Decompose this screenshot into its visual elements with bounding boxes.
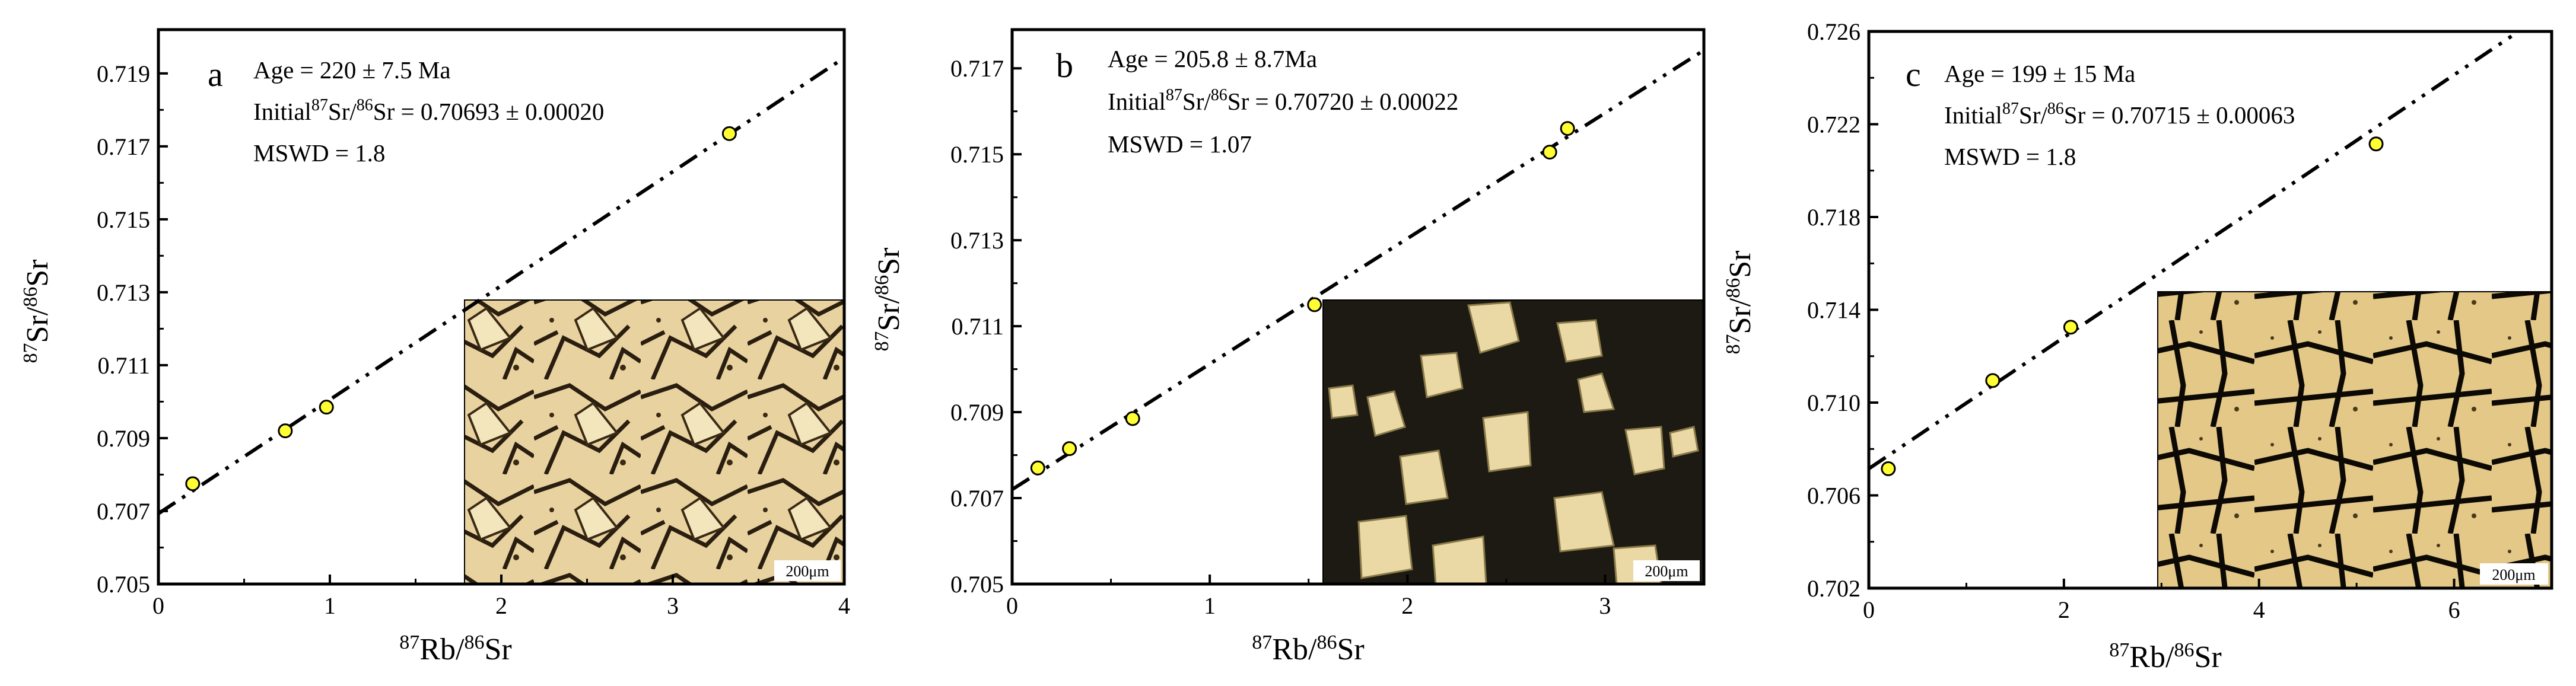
panel-b-scale-label: 200μm [1645,563,1688,580]
panel-a-x-tick-label: 4 [838,592,850,619]
panel-c-y-tick-label: 0.726 [1807,18,1861,45]
panel-c-x-tick-label: 4 [2253,596,2265,623]
panel-a-y-tick-label: 0.715 [97,206,150,233]
panel-a-y-axis-label: 87Sr/86Sr [20,260,55,363]
panel-c-initial-label: Initial87Sr/86Sr = 0.70715 ± 0.00063 [1944,100,2295,129]
panel-b-y-tick-label: 0.705 [950,571,1004,598]
panel-c-y-tick-label: 0.706 [1807,483,1861,509]
panel-b-x-tick-label: 0 [1006,592,1018,619]
panel-a-data-point [721,126,737,141]
panel-c-mswd-label: MSWD = 1.8 [1944,143,2076,170]
panel-c-inset-photo: 200μm [2157,291,2552,589]
panel-b-x-tick-label: 3 [1599,592,1611,619]
panel-c-x-tick-label: 2 [2058,596,2070,623]
panel-b-y-tick-label: 0.715 [950,141,1004,168]
panel-b-data-point [1307,297,1322,312]
panel-b-data-point [1125,411,1140,426]
panel-c-y-tick-label: 0.722 [1807,111,1861,138]
panel-b-data-point [1542,145,1557,160]
panel-a-data-point [185,476,201,492]
panel-a-y-tick-label: 0.709 [97,425,150,452]
panel-b-mswd-label: MSWD = 1.07 [1108,130,1252,158]
panel-b: 200μm 0.705 0.707 0.709 0.711 0.713 0.715 0.71… [871,28,1706,666]
panel-c: 200μm 0.702 0.706 0.710 0.714 0.718 0.722 0.72… [1722,18,2553,674]
panel-c-x-tick-label: 0 [1863,596,1875,623]
panel-b-data-point [1560,121,1575,136]
panel-c-plot: 0.702 0.706 0.710 0.714 0.718 0.722 0.726 0 2 4 6 [1807,18,2553,623]
panel-c-data-point [1881,461,1896,477]
panel-b-y-tick-label: 0.713 [950,227,1004,254]
panel-a-age-label: Age = 220 ± 7.5 Ma [253,56,451,84]
panel-a-y-tick-label: 0.717 [97,133,150,160]
panel-a-data-point [319,400,334,415]
panel-c-y-tick-label: 0.702 [1807,575,1861,602]
panel-c-letter: c [1906,55,1921,94]
panel-b-letter: b [1056,46,1073,85]
panel-b-data-point [1030,460,1045,476]
panel-b-inset-photo: 200μm [1322,299,1704,586]
panel-a-y-tick-label: 0.719 [97,60,150,87]
panel-c-y-axis-label: 87Sr/86Sr [1722,251,1757,355]
panel-c-x-tick-label: 6 [2448,596,2460,623]
panel-a-y-tick-label: 0.713 [97,279,150,306]
panel-a-x-tick-label: 3 [667,592,679,619]
panel-b-plot: 0.705 0.707 0.709 0.711 0.713 0.715 0.717 0 1 2 3 [950,28,1706,619]
panel-b-y-tick-label: 0.707 [950,485,1004,512]
panel-a-y-tick-label: 0.711 [97,352,150,379]
panel-a-x-axis-label: 87Rb/86Sr [399,631,511,666]
panel-b-x-tick-label: 1 [1204,592,1216,619]
panel-a-data-point [278,423,293,439]
panel-a-mswd-label: MSWD = 1.8 [253,139,385,167]
panel-c-data-point [1985,373,2001,388]
panel-a-letter: a [208,55,223,94]
panel-b-y-tick-label: 0.709 [950,399,1004,426]
panel-a-plot: 0.705 0.707 0.709 0.711 0.713 0.715 0.717 0.719… [97,28,850,619]
panel-b-y-tick-label: 0.717 [950,55,1004,82]
panel-b-x-axis-label: 87Rb/86Sr [1252,631,1364,666]
panel-c-y-tick-label: 0.718 [1807,204,1861,231]
panel-a-y-tick-label: 0.707 [97,498,150,525]
panel-b-y-tick-label: 0.711 [951,313,1004,340]
panel-c-age-label: Age = 199 ± 15 Ma [1944,60,2135,87]
panel-b-y-axis-label: 87Sr/86Sr [871,248,906,352]
panel-b-age-label: Age = 205.8 ± 8.7Ma [1108,45,1317,72]
panel-c-isochron-line [1869,31,2522,470]
panel-b-isochron-line [1012,49,1704,492]
panel-a-initial-label: Initial87Sr/86Sr = 0.70693 ± 0.00020 [253,96,604,125]
panel-a-scale-label: 200μm [785,563,829,580]
panel-a-x-tick-label: 1 [324,592,336,619]
panel-b-x-tick-label: 2 [1401,592,1413,619]
panel-b-axes-frame [1010,28,1706,586]
panel-a-inset-photo: 200μm [464,299,845,585]
panel-a: 200μm 0.705 0.707 0.709 0.711 0.713 0.715 0.71… [20,28,850,666]
panel-a-x-tick-label: 2 [495,592,507,619]
panel-c-y-tick-label: 0.710 [1807,390,1861,416]
panel-c-data-point [2368,136,2384,152]
panel-a-y-tick-label: 0.705 [97,571,150,598]
panel-b-initial-label: Initial87Sr/86Sr = 0.70720 ± 0.00022 [1108,86,1458,115]
panel-c-scale-label: 200μm [2492,566,2535,583]
panel-c-x-axis-label: 87Rb/86Sr [2109,639,2221,674]
panel-a-x-tick-label: 0 [152,592,164,619]
panel-c-y-tick-label: 0.714 [1807,297,1861,324]
panel-b-data-point [1062,441,1077,457]
panel-c-data-point [2063,320,2078,335]
